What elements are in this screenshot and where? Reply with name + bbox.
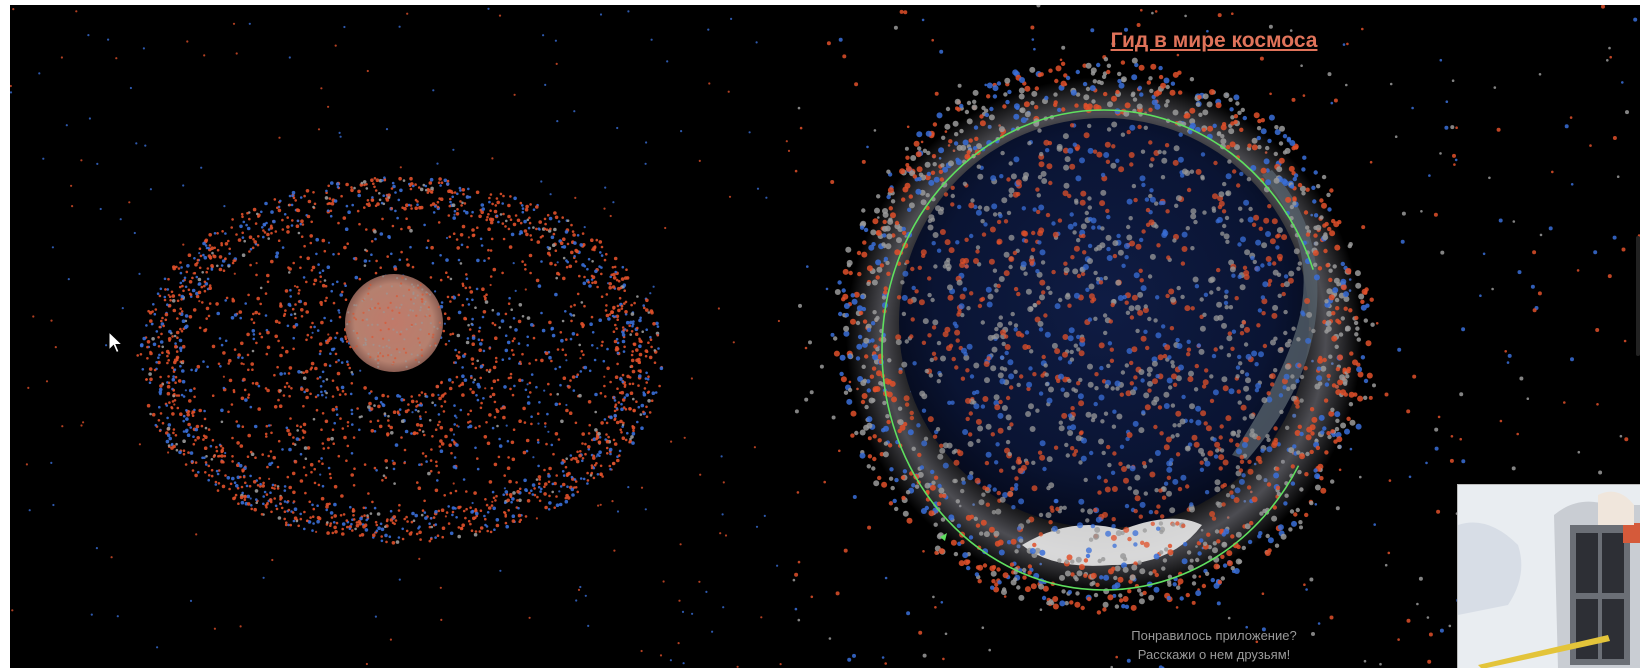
earth-landmass [1232, 170, 1318, 460]
debris-cloud [833, 57, 1375, 615]
space-debris-viewer: Гид в мире космоса Понравилось приложени… [10, 5, 1640, 668]
satellite-photo [1458, 485, 1640, 668]
orbit-path-line [881, 109, 1327, 591]
side-panel-handle[interactable] [1636, 236, 1640, 356]
earth-closeup-view[interactable] [792, 5, 1640, 668]
earth-globe-large [899, 118, 1309, 528]
left-view-panel[interactable] [10, 5, 792, 668]
guide-title-link[interactable]: Гид в мире космоса [1110, 29, 1318, 52]
share-promo: Понравилось приложение? Расскажи о нем д… [1024, 626, 1404, 664]
promo-line-2: Расскажи о нем друзьям! [1137, 647, 1291, 662]
promo-line-1: Понравилось приложение? [1131, 628, 1297, 643]
orbit-direction-arrow [940, 533, 947, 541]
background-stars [10, 7, 791, 668]
debris-ring [136, 176, 664, 545]
debris-ring-view[interactable] [10, 5, 792, 668]
satellite-video-thumbnail[interactable] [1457, 484, 1640, 668]
earth-debris-overlay [346, 275, 442, 368]
earth-globe-small [345, 274, 443, 372]
